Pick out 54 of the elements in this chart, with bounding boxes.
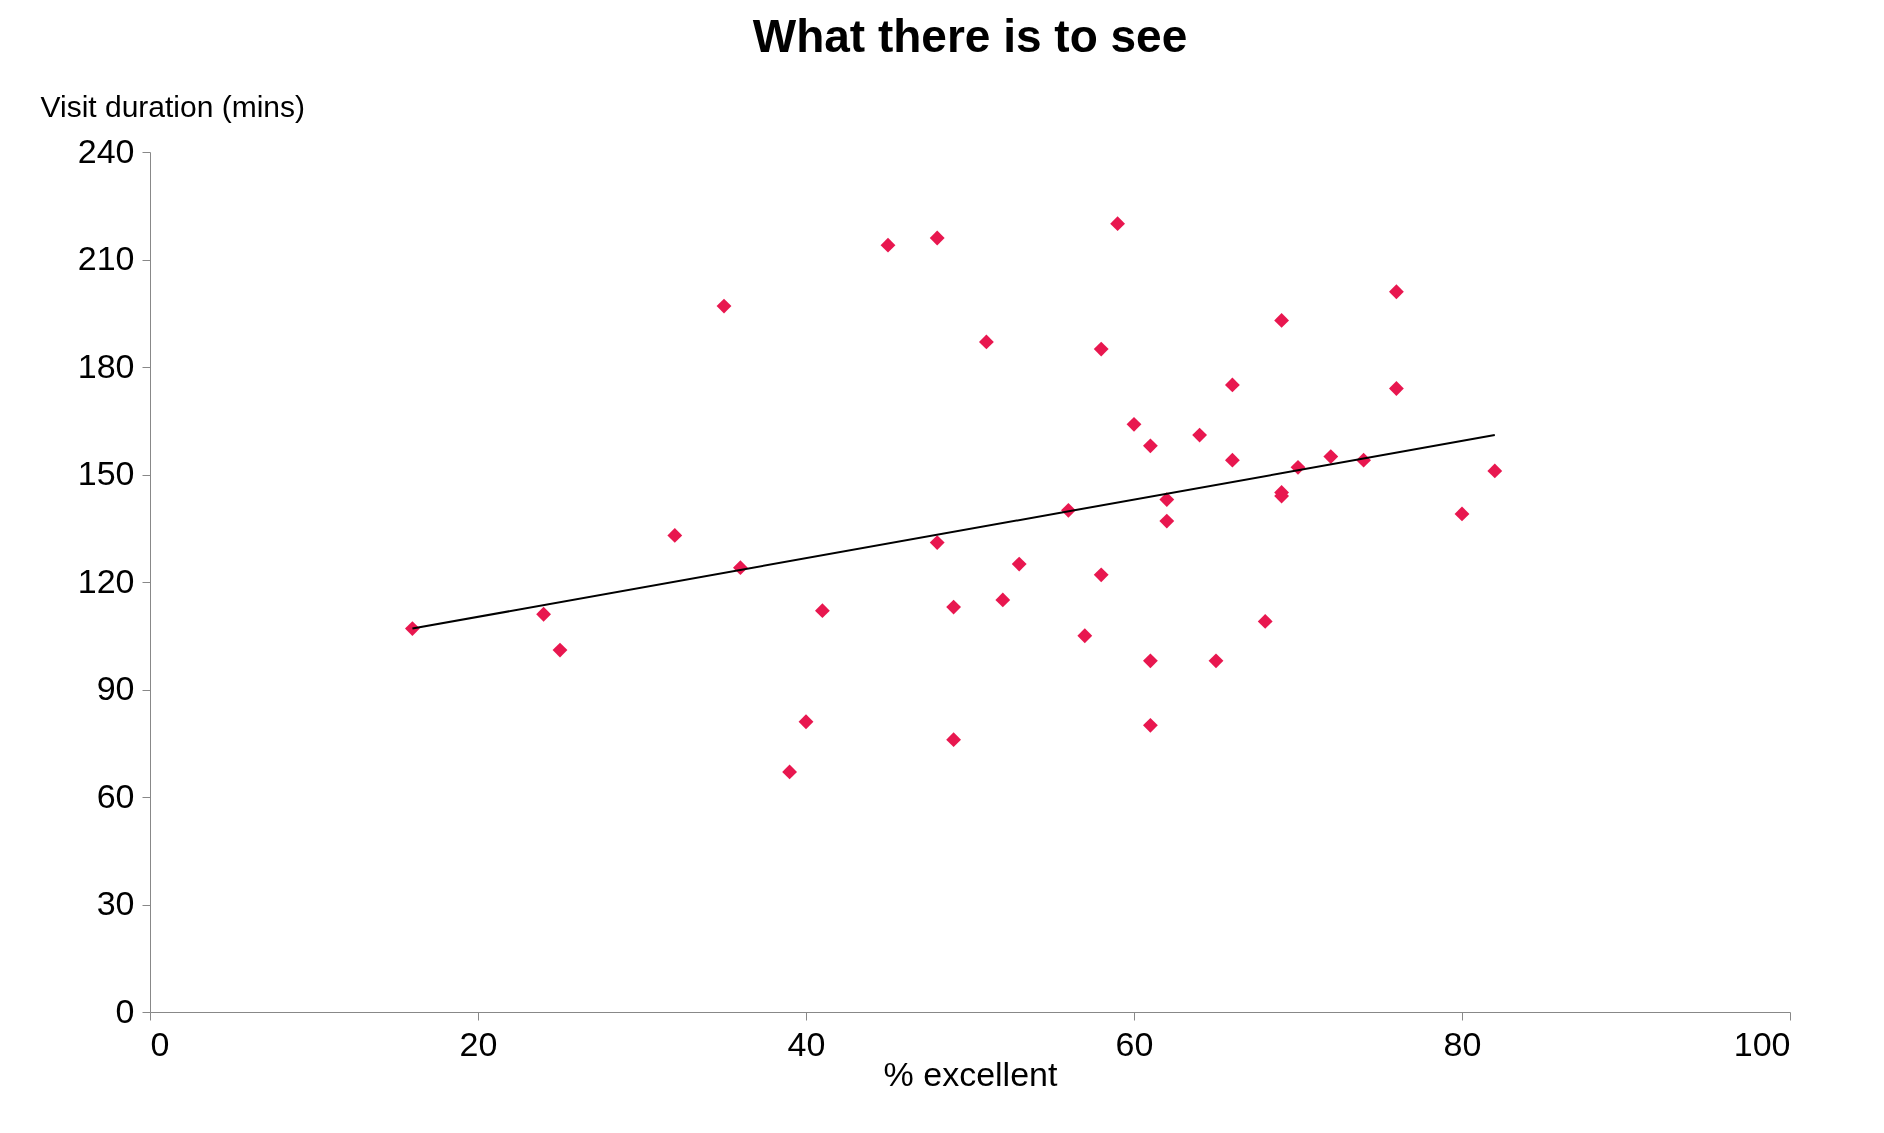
point [1208,653,1224,669]
point [929,535,945,550]
point [1093,341,1109,357]
point [798,714,814,730]
point [782,764,798,780]
point [1487,463,1503,479]
point [995,592,1011,608]
x-tick-label: 100 [1733,1024,1791,1063]
point [1093,567,1109,583]
y-tick-label: 60 [96,776,135,815]
point [1142,653,1158,669]
y-tick-label: 90 [96,669,135,707]
point [716,298,732,314]
point [667,528,683,543]
point [1142,717,1158,733]
y-tick-label: 30 [96,884,135,922]
point [536,606,552,622]
point [1224,452,1240,468]
x-axis-title: % excellent [883,1054,1058,1093]
point [880,237,896,253]
point [1274,313,1290,328]
point [1126,416,1142,432]
y-tick-label: 120 [77,561,135,600]
point [978,334,994,350]
point [1159,492,1175,507]
point [1142,438,1158,454]
point [1192,427,1208,443]
point [946,732,962,748]
x-tick-label: 60 [1115,1024,1154,1063]
x-tick-label: 40 [787,1024,826,1063]
y-axis-title: Visit duration (mins) [40,89,306,123]
point [1077,628,1093,644]
point [1323,449,1339,464]
y-tick-label: 180 [77,346,135,385]
point [552,642,568,658]
y-tick-label: 240 [77,131,135,170]
point [1388,284,1404,300]
x-tick-label: 80 [1443,1024,1482,1063]
point [1224,377,1240,393]
point [814,603,830,619]
point [946,599,962,615]
point [929,230,945,246]
y-tick-label: 150 [77,454,135,492]
point [1011,556,1027,572]
y-tick-label: 210 [77,239,135,277]
chart-title: What there is to see [752,10,1188,62]
point [1388,381,1404,396]
point [1159,513,1175,529]
x-tick-label: 20 [459,1024,498,1063]
point [1110,216,1126,232]
point [1257,614,1273,629]
x-tick-label: 0 [150,1024,170,1063]
y-tick-label: 0 [115,991,135,1030]
point [1454,506,1470,522]
